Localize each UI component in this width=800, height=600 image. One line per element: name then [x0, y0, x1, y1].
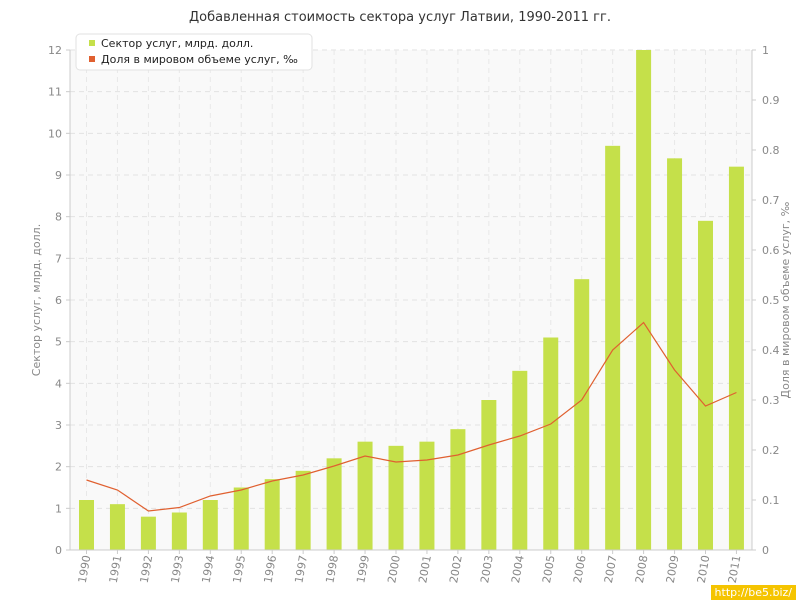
- y-tick-label-right: 0.4: [762, 344, 780, 357]
- x-tick-label: 2006: [571, 554, 589, 584]
- y-axis-label-right: Доля в мировом объеме услуг, ‰: [779, 201, 792, 398]
- x-tick-label: 2008: [633, 554, 651, 584]
- y-tick-label: 12: [48, 44, 62, 57]
- y-tick-label-right: 0.8: [762, 144, 780, 157]
- bar-2001: [419, 441, 435, 550]
- bar-1990: [79, 500, 94, 550]
- share-line: [86, 321, 737, 512]
- y-tick-label: 1: [55, 502, 62, 515]
- y-tick-label: 0: [55, 544, 62, 557]
- x-tick-label: 1997: [292, 554, 310, 584]
- bar-1994: [202, 500, 218, 550]
- y-tick-label-right: 0.6: [762, 244, 780, 257]
- x-tick-label: 2001: [416, 554, 434, 584]
- bar-2004: [512, 370, 528, 550]
- y-tick-label: 8: [55, 211, 62, 224]
- x-tick-label: 2007: [602, 554, 620, 584]
- bar-1992: [140, 516, 156, 550]
- x-tick-label: 2004: [509, 554, 527, 584]
- x-tick-label: 1993: [169, 554, 187, 584]
- bar-1991: [109, 504, 125, 550]
- y-ticks-right: 0 0.1 0.2 0.3 0.4 0.5 0.6 0.7 0.8 0.9 1: [752, 44, 780, 557]
- legend: Сектор услуг, млрд. долл. Доля в мировом…: [75, 33, 313, 71]
- y-tick-label: 2: [55, 461, 62, 474]
- x-tick-label: 1996: [261, 554, 279, 584]
- bar-1996: [264, 479, 280, 550]
- legend-swatch-line: [89, 56, 95, 62]
- y-tick-label-right: 0.2: [762, 444, 780, 457]
- x-tick-label: 2002: [447, 554, 465, 584]
- x-tick-label: 1998: [323, 554, 341, 584]
- bar-1995: [233, 487, 249, 550]
- y-tick-label: 5: [55, 336, 62, 349]
- x-tick-label: 1994: [200, 554, 218, 584]
- bar-2000: [388, 445, 404, 550]
- x-tick-label: 2010: [695, 554, 713, 584]
- bar-2007: [605, 145, 621, 551]
- x-tick-label: 2000: [385, 554, 403, 584]
- x-tick-label: 1995: [231, 554, 249, 584]
- y-tick-label-right: 0.7: [762, 194, 780, 207]
- x-tick-label: 2005: [540, 554, 558, 584]
- y-tick-label-right: 0.1: [762, 494, 780, 507]
- bar-2009: [667, 158, 683, 551]
- chart-title: Добавленная стоимость сектора услуг Латв…: [189, 10, 611, 25]
- y-axis-label-left: Сектор услуг, млрд. долл.: [30, 224, 43, 376]
- bar-2008: [636, 50, 652, 550]
- y-tick-label-right: 0: [762, 544, 769, 557]
- bars: [79, 50, 744, 551]
- x-ticks: 1990 1991 1992 1993 1994 1995 1996 1997 1998 1999…: [76, 550, 744, 584]
- y-tick-label-right: 1: [762, 44, 769, 57]
- bar-2010: [698, 220, 713, 551]
- bar-1993: [171, 512, 187, 550]
- y-tick-label-right: 0.3: [762, 394, 780, 407]
- legend-entry-line: Доля в мировом объеме услуг, ‰: [101, 53, 298, 66]
- legend-entry-bars: Сектор услуг, млрд. долл.: [101, 37, 253, 50]
- y-tick-label: 10: [48, 127, 62, 140]
- bar-2005: [543, 337, 559, 550]
- bar-2011: [728, 166, 744, 550]
- bar-1997: [295, 470, 311, 550]
- y-tick-label: 4: [55, 377, 62, 390]
- y-tick-label-right: 0.5: [762, 294, 780, 307]
- y-tick-label-right: 0.9: [762, 94, 780, 107]
- y-tick-label: 9: [55, 169, 62, 182]
- legend-box: [75, 33, 313, 71]
- x-tick-label: 2009: [664, 554, 682, 584]
- x-tick-label: 1990: [76, 554, 94, 584]
- watermark: http://be5.biz/: [710, 585, 796, 600]
- y-tick-label: 3: [55, 419, 62, 432]
- line-series: [86, 321, 737, 512]
- bar-1999: [357, 441, 373, 550]
- y-tick-label: 11: [48, 86, 62, 99]
- bar-2003: [481, 400, 497, 550]
- y-tick-label: 6: [55, 294, 62, 307]
- bar-1998: [326, 458, 342, 550]
- bar-2002: [450, 429, 466, 550]
- x-tick-label: 1992: [138, 554, 156, 584]
- bar-2006: [574, 279, 590, 550]
- x-tick-label: 1991: [107, 554, 125, 584]
- y-tick-label: 7: [55, 252, 62, 265]
- legend-swatch-bar: [89, 40, 95, 46]
- x-tick-label: 2011: [726, 554, 744, 584]
- x-tick-label: 1999: [354, 554, 372, 584]
- x-tick-label: 2003: [478, 554, 496, 584]
